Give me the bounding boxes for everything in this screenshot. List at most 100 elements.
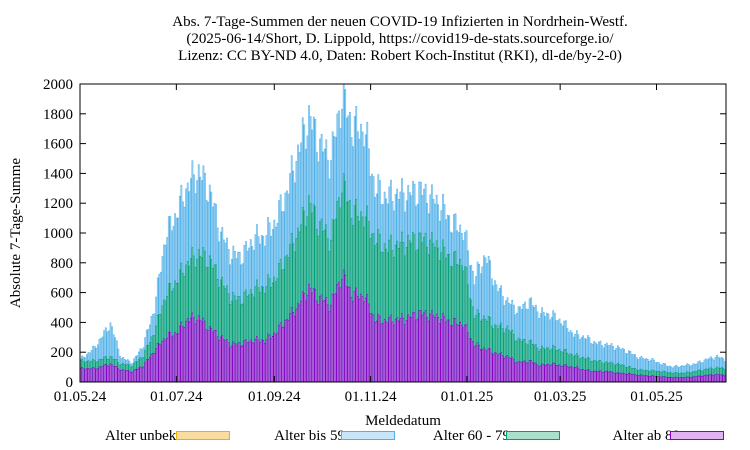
bar-alter-ab-80 bbox=[468, 338, 471, 383]
bar-alter-ab-80 bbox=[87, 368, 90, 383]
bar-alter-ab-80 bbox=[158, 343, 161, 383]
bar-alter-ab-80 bbox=[147, 359, 150, 383]
bar-alter-ab-80 bbox=[405, 320, 408, 383]
bar-alter-ab-80 bbox=[476, 342, 479, 383]
bar-alter-ab-80 bbox=[609, 371, 611, 383]
bar-alter-ab-80 bbox=[705, 374, 707, 383]
bar-alter-ab-80 bbox=[344, 274, 347, 383]
bar-alter-ab-80 bbox=[604, 371, 607, 383]
bar-alter-ab-80 bbox=[527, 362, 529, 383]
bar-alter-ab-80 bbox=[449, 325, 452, 383]
bar-alter-ab-80 bbox=[136, 369, 139, 383]
bar-alter-ab-80 bbox=[550, 364, 553, 383]
bar-alter-ab-80 bbox=[212, 331, 214, 383]
bar-alter-ab-80 bbox=[479, 349, 482, 383]
bar-alter-ab-80 bbox=[459, 321, 462, 383]
bar-alter-ab-80 bbox=[486, 350, 488, 383]
bar-alter-ab-80 bbox=[394, 319, 397, 383]
bar-alter-ab-80 bbox=[481, 348, 484, 383]
bar-alter-ab-80 bbox=[279, 322, 282, 383]
bar-alter-ab-80 bbox=[431, 310, 433, 383]
y-tick-label: 1200 bbox=[43, 196, 73, 212]
bar-alter-ab-80 bbox=[155, 348, 158, 383]
bar-alter-ab-80 bbox=[434, 316, 436, 383]
bar-alter-ab-80 bbox=[687, 376, 690, 383]
bar-alter-ab-80 bbox=[287, 319, 290, 383]
bar-alter-ab-80 bbox=[375, 320, 378, 383]
bar-alter-ab-80 bbox=[193, 317, 195, 383]
bar-alter-ab-80 bbox=[259, 341, 261, 383]
bar-alter-ab-80 bbox=[454, 317, 457, 383]
bar-alter-ab-80 bbox=[133, 369, 135, 383]
bar-alter-ab-80 bbox=[278, 324, 280, 383]
bar-alter-ab-80 bbox=[506, 355, 509, 383]
bar-alter-ab-80 bbox=[563, 364, 566, 383]
bar-alter-ab-80 bbox=[86, 368, 88, 383]
bar-alter-ab-80 bbox=[553, 363, 556, 383]
bar-alter-ab-80 bbox=[648, 376, 651, 383]
bar-alter-ab-80 bbox=[698, 375, 701, 383]
bar-alter-ab-80 bbox=[355, 287, 358, 383]
bar-alter-ab-80 bbox=[290, 307, 293, 383]
bar-alter-ab-80 bbox=[363, 301, 365, 383]
bar-alter-ab-80 bbox=[183, 327, 186, 383]
bar-alter-ab-80 bbox=[610, 371, 613, 383]
bar-alter-ab-80 bbox=[552, 362, 555, 383]
bar-alter-ab-80 bbox=[522, 361, 525, 383]
bar-alter-ab-80 bbox=[253, 343, 255, 383]
bar-alter-ab-80 bbox=[514, 362, 517, 383]
bar-alter-ab-80 bbox=[342, 269, 345, 383]
bar-alter-ab-80 bbox=[178, 325, 181, 383]
bar-alter-ab-80 bbox=[202, 317, 205, 383]
bar-alter-ab-80 bbox=[511, 357, 514, 383]
bar-alter-ab-80 bbox=[503, 358, 506, 383]
bar-alter-ab-80 bbox=[591, 371, 594, 383]
bar-alter-ab-80 bbox=[153, 353, 156, 383]
bar-alter-ab-80 bbox=[267, 333, 269, 383]
bar-alter-ab-80 bbox=[684, 377, 687, 383]
bar-alter-ab-80 bbox=[566, 366, 569, 383]
bar-alter-ab-80 bbox=[289, 313, 291, 383]
x-axis: 01.05.24 01.07.24 01.09.24 01.11.24 01.01.25… bbox=[54, 84, 683, 405]
bar-alter-ab-80 bbox=[536, 364, 539, 383]
bar-alter-ab-80 bbox=[235, 344, 238, 383]
bar-alter-ab-80 bbox=[379, 315, 381, 383]
bar-alter-ab-80 bbox=[585, 370, 588, 383]
bar-alter-ab-80 bbox=[257, 339, 260, 383]
bar-alter-ab-80 bbox=[301, 291, 304, 383]
bar-alter-ab-80 bbox=[273, 332, 276, 383]
bar-alter-ab-80 bbox=[311, 292, 313, 383]
bar-alter-ab-80 bbox=[149, 357, 151, 383]
bar-alter-ab-80 bbox=[317, 304, 320, 383]
x-tick-label: 01.03.25 bbox=[534, 389, 587, 405]
bar-alter-ab-80 bbox=[221, 335, 224, 383]
bar-alter-ab-80 bbox=[114, 366, 117, 383]
bar-alter-ab-80 bbox=[350, 296, 353, 383]
bar-alter-ab-80 bbox=[189, 317, 192, 383]
bar-alter-ab-80 bbox=[219, 336, 222, 383]
bar-alter-ab-80 bbox=[123, 370, 126, 383]
bar-alter-ab-80 bbox=[92, 367, 94, 383]
bar-alter-ab-80 bbox=[328, 311, 331, 383]
bar-alter-ab-80 bbox=[240, 346, 243, 383]
bar-alter-ab-80 bbox=[82, 368, 85, 383]
bar-alter-ab-80 bbox=[472, 341, 474, 383]
bar-alter-ab-80 bbox=[306, 295, 309, 383]
bar-alter-ab-80 bbox=[643, 375, 646, 383]
bar-alter-ab-80 bbox=[164, 339, 167, 383]
y-axis: 0 200 400 600 800 1000 1200 1400 1600 1800 2000 bbox=[43, 77, 726, 391]
bar-alter-ab-80 bbox=[383, 319, 386, 383]
bar-alter-ab-80 bbox=[443, 316, 446, 383]
bar-alter-ab-80 bbox=[547, 364, 550, 383]
bar-alter-ab-80 bbox=[349, 286, 351, 383]
x-tick-label: 01.05.25 bbox=[630, 389, 683, 405]
bar-alter-ab-80 bbox=[89, 368, 91, 383]
bar-alter-ab-80 bbox=[709, 374, 712, 383]
bar-alter-ab-80 bbox=[517, 361, 520, 383]
bar-alter-ab-80 bbox=[456, 324, 458, 383]
bar-alter-ab-80 bbox=[104, 364, 107, 383]
bar-alter-ab-80 bbox=[238, 342, 241, 383]
bar-alter-ab-80 bbox=[207, 330, 209, 383]
bar-alter-ab-80 bbox=[90, 368, 93, 383]
